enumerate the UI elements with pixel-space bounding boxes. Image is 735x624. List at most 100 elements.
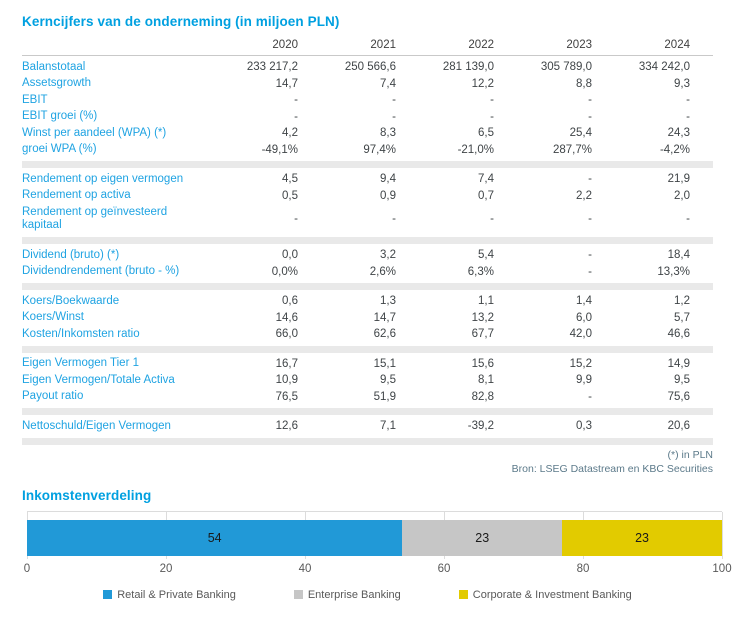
value-cell: 4,5 bbox=[282, 173, 298, 186]
value-cell: 13,3% bbox=[657, 265, 690, 278]
value-cell: - bbox=[392, 110, 396, 123]
table-row: Winst per aandeel (WPA) (*) 4,2 8,3 6,5 25,4… bbox=[22, 125, 713, 142]
table-row: Rendement op activa 0,5 0,9 0,7 2,2 2,0 bbox=[22, 188, 713, 205]
group-divider bbox=[22, 161, 713, 168]
value-cell: - bbox=[588, 249, 592, 262]
value-cell: -4,2% bbox=[659, 143, 690, 156]
table-row: Dividend (bruto) (*) 0,0 3,2 5,4 - 18,4 bbox=[22, 247, 713, 264]
value-cell: 6,0 bbox=[576, 311, 592, 324]
income-distribution-section: Inkomstenverdeling 54 23 23 0 20 40 60 80 100 R… bbox=[0, 488, 735, 601]
value-cell: 0,9 bbox=[380, 189, 396, 202]
value-cell: 6,5 bbox=[478, 127, 494, 140]
row-label: Koers/Boekwaarde bbox=[22, 294, 120, 307]
row-label: Rendement op activa bbox=[22, 189, 131, 201]
value-cell: - bbox=[588, 265, 592, 278]
value-cell: 5,4 bbox=[478, 249, 494, 262]
chart-legend: Retail & Private Banking Enterprise Banki… bbox=[0, 589, 735, 601]
value-cell: 62,6 bbox=[373, 328, 396, 341]
value-cell: 82,8 bbox=[471, 390, 494, 403]
value-cell: 2,2 bbox=[576, 189, 592, 202]
year-header: 2022 bbox=[468, 39, 494, 51]
value-cell: 14,7 bbox=[373, 311, 396, 324]
value-cell: 14,9 bbox=[667, 357, 690, 370]
axis-tick-label: 100 bbox=[712, 562, 732, 575]
bar-segment-value: 54 bbox=[207, 530, 222, 545]
value-cell: 1,1 bbox=[478, 295, 494, 308]
year-header: 2021 bbox=[370, 39, 396, 51]
table-row: Koers/Boekwaarde 0,6 1,3 1,1 1,4 1,2 bbox=[22, 293, 713, 310]
value-cell: 7,4 bbox=[380, 77, 396, 90]
value-cell: 0,6 bbox=[282, 295, 298, 308]
value-cell: - bbox=[490, 213, 494, 225]
gridline bbox=[722, 511, 723, 559]
table-row: Kosten/Inkomsten ratio 66,0 62,6 67,7 42,0 46… bbox=[22, 326, 713, 343]
value-cell: 16,7 bbox=[275, 357, 298, 370]
value-cell: 76,5 bbox=[275, 390, 298, 403]
axis-tick-label: 0 bbox=[23, 562, 31, 575]
table-row: Balanstotaal 233 217,2 250 566,6 281 139,0 3… bbox=[22, 59, 713, 76]
row-label: Rendement op eigen vermogen bbox=[22, 172, 184, 185]
group-divider bbox=[22, 437, 713, 445]
legend-item: Corporate & Investment Banking bbox=[458, 588, 632, 601]
legend-label: Retail & Private Banking bbox=[117, 588, 236, 601]
value-cell: 281 139,0 bbox=[442, 61, 494, 74]
value-cell: 20,6 bbox=[667, 420, 690, 433]
value-cell: 14,7 bbox=[275, 77, 298, 90]
value-cell: -21,0% bbox=[457, 143, 494, 156]
year-header: 2023 bbox=[566, 39, 592, 51]
row-label: Koers/Winst bbox=[22, 311, 84, 323]
legend-label: Enterprise Banking bbox=[307, 588, 401, 601]
bar-segment-value: 23 bbox=[475, 530, 490, 545]
value-cell: 42,0 bbox=[569, 328, 592, 341]
chart-title: Inkomstenverdeling bbox=[22, 487, 152, 503]
value-cell: 305 789,0 bbox=[540, 61, 592, 74]
row-label: Assetsgrowth bbox=[22, 77, 92, 89]
table-row: Nettoschuld/Eigen Vermogen 12,6 7,1 -39,2 0,… bbox=[22, 418, 713, 435]
value-cell: 15,1 bbox=[373, 357, 396, 370]
value-cell: 1,4 bbox=[576, 295, 592, 308]
legend-item: Enterprise Banking bbox=[293, 588, 401, 601]
value-cell: 13,2 bbox=[471, 311, 494, 324]
legend-swatch bbox=[458, 590, 468, 599]
row-label: Eigen Vermogen Tier 1 bbox=[22, 357, 139, 369]
value-cell: 3,2 bbox=[380, 249, 396, 262]
table-header-row: 2020 2021 2022 2023 2024 bbox=[22, 39, 713, 56]
year-header: 2020 bbox=[272, 39, 298, 51]
table-title: Kerncijfers van de onderneming (in miljo… bbox=[22, 14, 340, 29]
value-cell: 66,0 bbox=[275, 328, 298, 341]
bar-segment: 23 bbox=[562, 519, 722, 556]
value-cell: - bbox=[588, 110, 592, 123]
value-cell: 9,9 bbox=[576, 374, 592, 387]
table-row: Rendement op geïnvesteerd kapitaal - - - - - bbox=[22, 204, 713, 234]
table-row: groei WPA (%) -49,1% 97,4% -21,0% 287,7% -4,2… bbox=[22, 142, 713, 159]
table-row: Koers/Winst 14,6 14,7 13,2 6,0 5,7 bbox=[22, 310, 713, 327]
table-row: Rendement op eigen vermogen 4,5 9,4 7,4 - 21,… bbox=[22, 171, 713, 188]
axis-tick-label: 80 bbox=[576, 562, 590, 575]
group-divider bbox=[22, 345, 713, 353]
table-row: Dividendrendement (bruto - %) 0,0% 2,6% 6,3… bbox=[22, 264, 713, 281]
row-label: EBIT bbox=[22, 93, 48, 106]
value-cell: 24,3 bbox=[667, 127, 690, 140]
stacked-bar: 54 23 23 bbox=[27, 519, 722, 556]
row-label: Dividend (bruto) (*) bbox=[22, 248, 120, 261]
value-cell: 25,4 bbox=[569, 127, 592, 140]
value-cell: 15,2 bbox=[569, 357, 592, 370]
value-cell: 0,5 bbox=[282, 189, 298, 202]
value-cell: - bbox=[686, 110, 690, 123]
table-row: Eigen Vermogen/Totale Activa 10,9 9,5 8,1 9,… bbox=[22, 372, 713, 389]
legend-swatch bbox=[293, 590, 303, 599]
row-label: Balanstotaal bbox=[22, 60, 86, 73]
value-cell: 0,0% bbox=[271, 265, 298, 278]
value-cell: - bbox=[588, 94, 592, 107]
group-divider bbox=[22, 237, 713, 244]
legend-item: Retail & Private Banking bbox=[103, 589, 236, 601]
value-cell: - bbox=[392, 94, 396, 107]
legend-label: Corporate & Investment Banking bbox=[472, 588, 632, 601]
bar-segment: 23 bbox=[402, 519, 563, 556]
value-cell: 287,7% bbox=[552, 143, 592, 156]
row-label: Dividendrendement (bruto - %) bbox=[22, 265, 180, 277]
group-divider bbox=[22, 408, 713, 415]
value-cell: 7,1 bbox=[380, 420, 396, 433]
value-cell: 233 217,2 bbox=[246, 61, 298, 74]
bar-segment-value: 23 bbox=[635, 530, 650, 545]
